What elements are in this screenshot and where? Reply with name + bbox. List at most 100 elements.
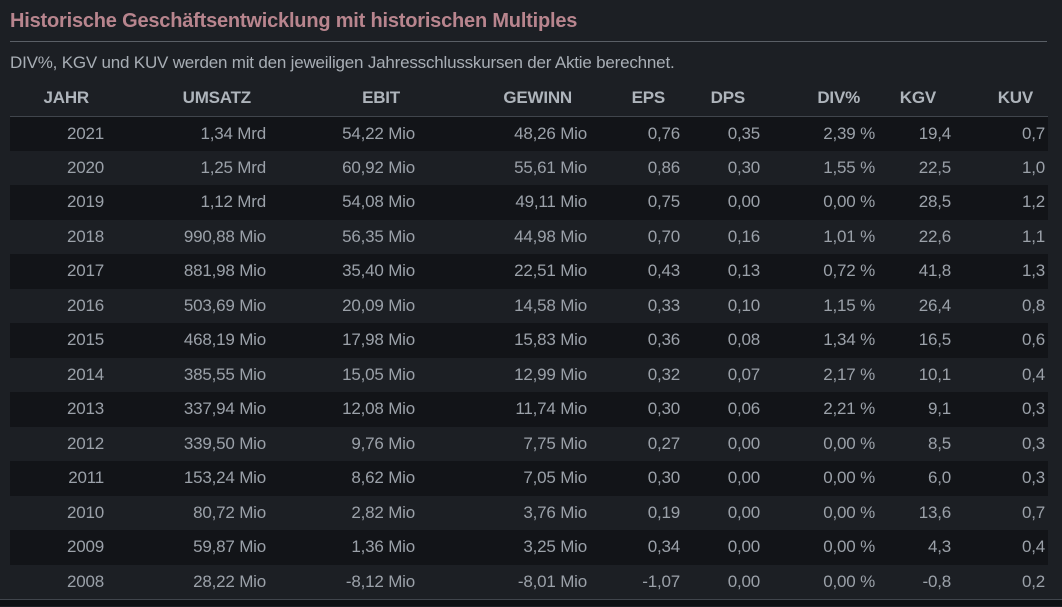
table-row: 2012 339,50 Mio 9,76 Mio 7,75 Mio 0,27 0… (10, 427, 1048, 462)
cell-kuv: 0,7 (1021, 502, 1045, 522)
cell-gewinn: -8,01 Mio (517, 571, 587, 591)
cell-kuv: 0,3 (1021, 399, 1045, 419)
table-row: 2019 1,12 Mrd 54,08 Mio 49,11 Mio 0,75 0… (10, 185, 1048, 220)
cell-ebit: 9,76 Mio (351, 433, 415, 453)
cell-eps: 0,30 (647, 468, 680, 488)
panel-title: Historische Geschäftsentwicklung mit his… (10, 10, 578, 32)
cell-gewinn: 22,51 Mio (514, 261, 587, 281)
cell-umsatz: 468,19 Mio (183, 330, 266, 350)
table-body: 2021 1,34 Mrd 54,22 Mio 48,26 Mio 0,76 0… (10, 116, 1048, 599)
cell-eps: 0,33 (647, 295, 680, 315)
cell-kgv: 26,4 (918, 295, 951, 315)
cell-ebit: 54,22 Mio (342, 123, 415, 143)
cell-jahr: 2010 (66, 502, 104, 522)
cell-dps: 0,35 (727, 123, 760, 143)
cell-kuv: 0,2 (1021, 571, 1045, 591)
cell-div: 2,21 % (823, 399, 875, 419)
table-row: 2016 503,69 Mio 20,09 Mio 14,58 Mio 0,33… (10, 289, 1048, 324)
cell-eps: 0,19 (647, 502, 680, 522)
cell-gewinn: 3,25 Mio (523, 537, 587, 557)
cell-kgv: 28,5 (918, 192, 951, 212)
financials-table: JAHR UMSATZ EBIT GEWINN EPS DPS DIV% KGV… (10, 81, 1048, 599)
cell-div: 0,00 % (823, 468, 875, 488)
cell-ebit: 8,62 Mio (351, 468, 415, 488)
cell-ebit: 20,09 Mio (342, 295, 415, 315)
cell-kuv: 0,8 (1021, 295, 1045, 315)
table-row: 2008 28,22 Mio -8,12 Mio -8,01 Mio -1,07… (10, 565, 1048, 600)
cell-jahr: 2018 (66, 226, 104, 246)
cell-kgv: 19,4 (918, 123, 951, 143)
table-row: 2010 80,72 Mio 2,82 Mio 3,76 Mio 0,19 0,… (10, 496, 1048, 531)
table-row: 2009 59,87 Mio 1,36 Mio 3,25 Mio 0,34 0,… (10, 530, 1048, 565)
cell-kgv: 22,6 (918, 226, 951, 246)
cell-kgv: 4,3 (927, 537, 951, 557)
table-row: 2017 881,98 Mio 35,40 Mio 22,51 Mio 0,43… (10, 254, 1048, 289)
cell-umsatz: 59,87 Mio (193, 537, 266, 557)
cell-kuv: 1,2 (1021, 192, 1045, 212)
column-header-div: DIV% (760, 81, 875, 117)
cell-ebit: 17,98 Mio (342, 330, 415, 350)
cell-eps: 0,36 (647, 330, 680, 350)
cell-div: 2,39 % (823, 123, 875, 143)
cell-umsatz: 385,55 Mio (183, 364, 266, 384)
cell-eps: -1,07 (642, 571, 680, 591)
cell-jahr: 2013 (66, 399, 104, 419)
cell-dps: 0,13 (727, 261, 760, 281)
cell-umsatz: 339,50 Mio (183, 433, 266, 453)
cell-ebit: -8,12 Mio (345, 571, 415, 591)
cell-eps: 0,70 (647, 226, 680, 246)
cell-jahr: 2019 (66, 192, 104, 212)
cell-umsatz: 503,69 Mio (183, 295, 266, 315)
table-row: 2011 153,24 Mio 8,62 Mio 7,05 Mio 0,30 0… (10, 461, 1048, 496)
cell-jahr: 2014 (66, 364, 104, 384)
cell-umsatz: 28,22 Mio (193, 571, 266, 591)
table-row: 2014 385,55 Mio 15,05 Mio 12,99 Mio 0,32… (10, 358, 1048, 393)
cell-gewinn: 55,61 Mio (514, 157, 587, 177)
cell-dps: 0,16 (727, 226, 760, 246)
cell-kgv: -0,8 (922, 571, 952, 591)
cell-gewinn: 7,75 Mio (523, 433, 587, 453)
cell-ebit: 60,92 Mio (342, 157, 415, 177)
cell-eps: 0,30 (647, 399, 680, 419)
cell-umsatz: 1,34 Mrd (200, 123, 267, 143)
cell-kuv: 0,4 (1021, 537, 1045, 557)
cell-gewinn: 3,76 Mio (523, 502, 587, 522)
cell-dps: 0,00 (727, 571, 760, 591)
cell-eps: 0,27 (647, 433, 680, 453)
column-header-dps: DPS (680, 81, 760, 117)
cell-dps: 0,10 (727, 295, 760, 315)
title-divider (10, 41, 1047, 42)
panel-subtitle: DIV%, KGV und KUV werden mit den jeweili… (10, 53, 675, 72)
cell-div: 0,00 % (823, 192, 875, 212)
cell-div: 0,00 % (823, 502, 875, 522)
cell-div: 0,00 % (823, 571, 875, 591)
cell-gewinn: 7,05 Mio (523, 468, 587, 488)
cell-umsatz: 990,88 Mio (183, 226, 266, 246)
cell-kuv: 0,3 (1021, 433, 1045, 453)
cell-jahr: 2008 (66, 571, 104, 591)
cell-kuv: 0,6 (1021, 330, 1045, 350)
cell-dps: 0,00 (727, 502, 760, 522)
table-header-row: JAHR UMSATZ EBIT GEWINN EPS DPS DIV% KGV… (10, 81, 1048, 117)
cell-ebit: 35,40 Mio (342, 261, 415, 281)
cell-umsatz: 80,72 Mio (193, 502, 266, 522)
cell-dps: 0,00 (727, 468, 760, 488)
cell-dps: 0,00 (727, 192, 760, 212)
cell-umsatz: 1,12 Mrd (200, 192, 267, 212)
cell-ebit: 12,08 Mio (342, 399, 415, 419)
cell-eps: 0,75 (647, 192, 680, 212)
cell-gewinn: 14,58 Mio (514, 295, 587, 315)
cell-umsatz: 337,94 Mio (183, 399, 266, 419)
cell-eps: 0,34 (647, 537, 680, 557)
column-header-jahr: JAHR (10, 81, 104, 117)
cell-div: 2,17 % (823, 364, 875, 384)
cell-jahr: 2009 (66, 537, 104, 557)
cell-umsatz: 881,98 Mio (183, 261, 266, 281)
cell-dps: 0,07 (727, 364, 760, 384)
cell-umsatz: 153,24 Mio (183, 468, 266, 488)
cell-eps: 0,32 (647, 364, 680, 384)
table-row: 2018 990,88 Mio 56,35 Mio 44,98 Mio 0,70… (10, 220, 1048, 255)
cell-ebit: 2,82 Mio (351, 502, 415, 522)
cell-jahr: 2015 (66, 330, 104, 350)
